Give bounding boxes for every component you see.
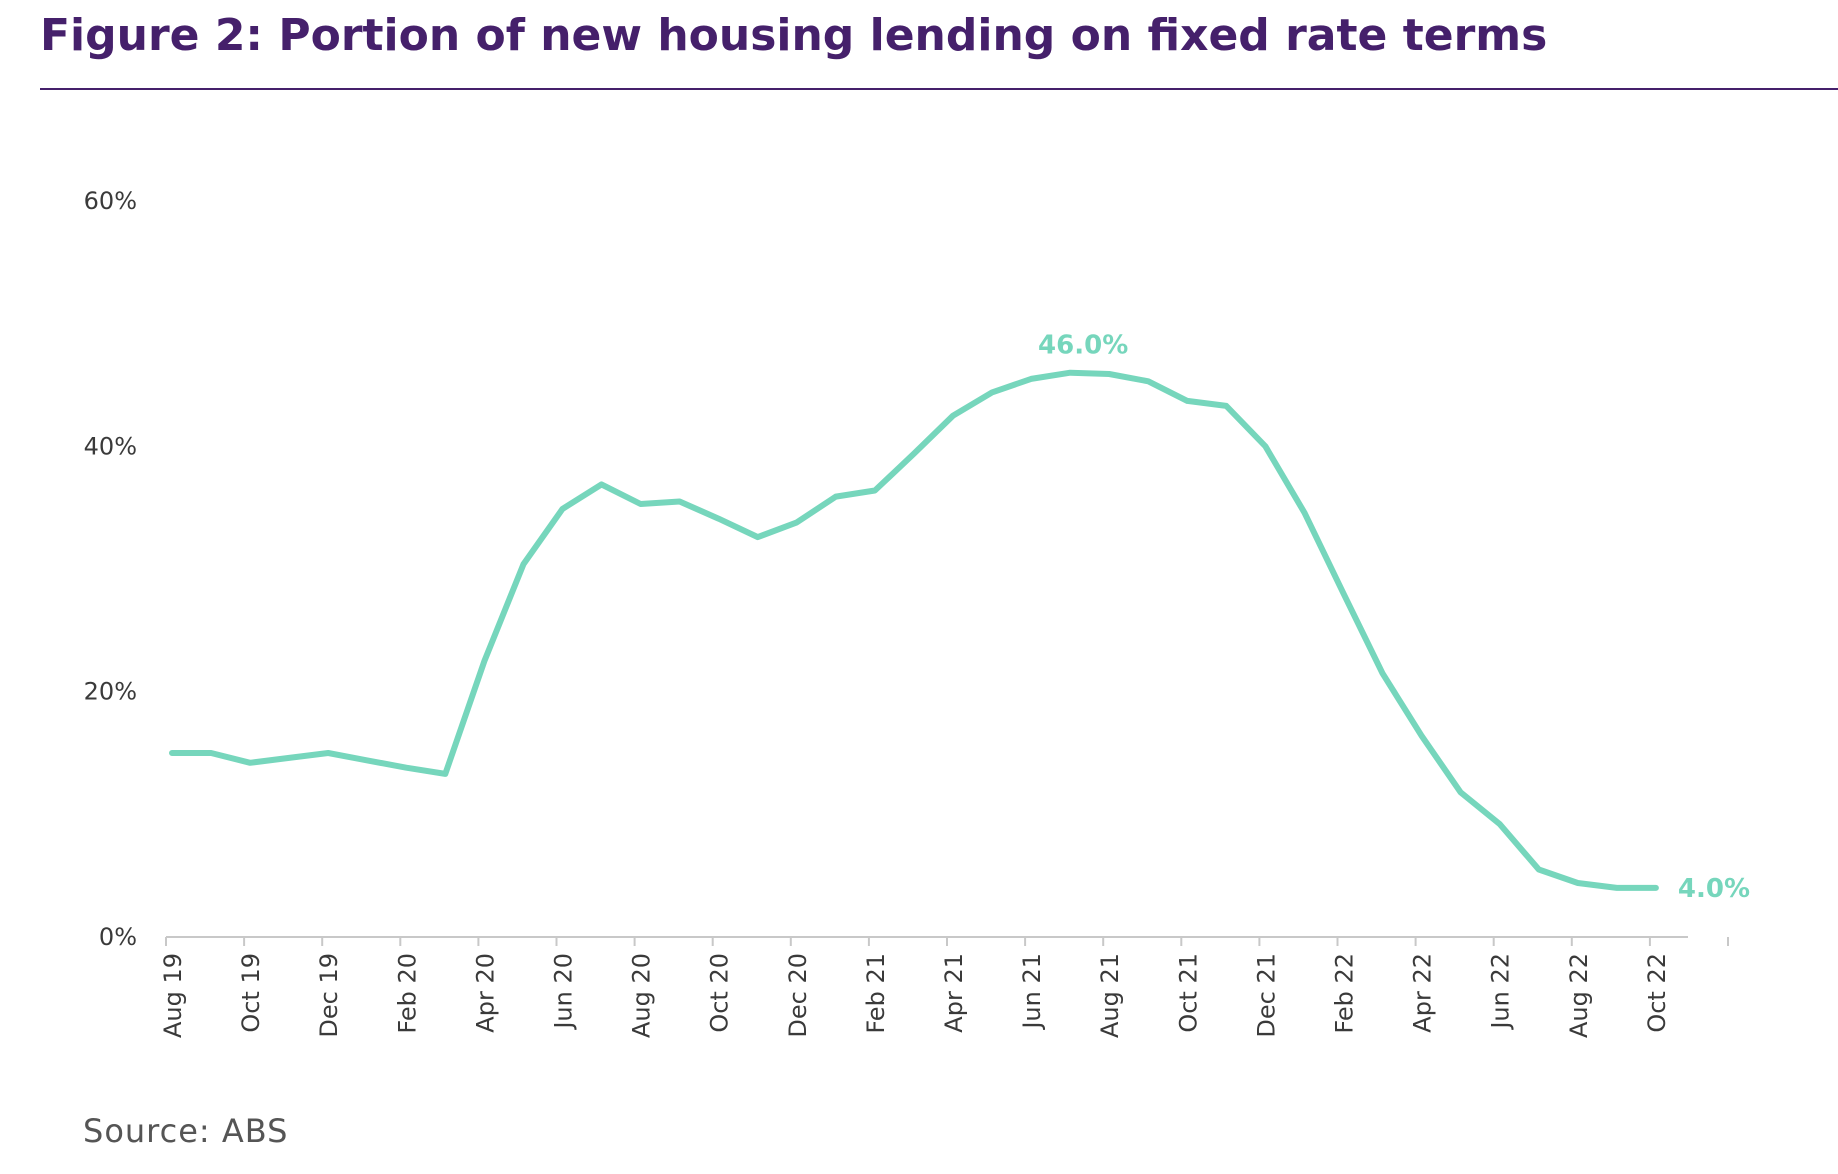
x-tick-label: Apr 22 [1409,953,1437,1033]
x-tick-label: Dec 20 [784,953,812,1038]
title-divider [40,88,1838,90]
y-axis-labels: 0% 20% 40% 60% [84,187,137,951]
y-tick-label: 40% [84,432,137,460]
x-tick-label: Aug 21 [1096,953,1124,1038]
x-tick-label: Oct 19 [237,953,265,1033]
x-tick-label: Apr 21 [940,953,968,1033]
x-tick-label: Aug 22 [1565,953,1593,1038]
x-tick-label: Feb 20 [393,953,421,1034]
x-tick-label: Oct 21 [1174,953,1202,1033]
end-value-label: 4.0% [1678,874,1750,904]
annotation-layer: 46.0% 4.0% [1038,331,1750,904]
peak-value-label: 46.0% [1038,331,1128,361]
y-tick-label: 20% [84,678,137,706]
fixed-rate-line-chart: 0% 20% 40% 60% Aug 19 Oct 19 Dec 19 Feb 20 Apr … [84,187,1750,1038]
series-line [169,369,1659,891]
figure-title: Figure 2: Portion of new housing lending… [40,10,1548,61]
x-tick-label: Oct 20 [706,953,734,1033]
x-tick-label: Dec 21 [1252,953,1280,1038]
x-tick-label: Feb 21 [862,953,890,1034]
y-tick-label: 0% [99,923,137,951]
x-tick-label: Jun 21 [1018,953,1046,1031]
x-tick-label: Oct 22 [1643,953,1671,1033]
source-note: Source: ABS [83,1112,289,1150]
x-tick-label: Feb 22 [1331,953,1359,1034]
y-tick-label: 60% [84,187,137,215]
x-tick-label: Aug 19 [159,953,187,1038]
x-tick-label: Apr 20 [471,953,499,1033]
x-tick-label: Dec 19 [315,953,343,1038]
x-axis: Aug 19 Oct 19 Dec 19 Feb 20 Apr 20 Jun 20 Aug … [159,936,1729,1038]
series-layer [169,369,1659,891]
x-tick-label: Jun 20 [550,953,578,1031]
x-tick-label: Jun 22 [1487,953,1515,1031]
x-tick-label: Aug 20 [628,953,656,1038]
